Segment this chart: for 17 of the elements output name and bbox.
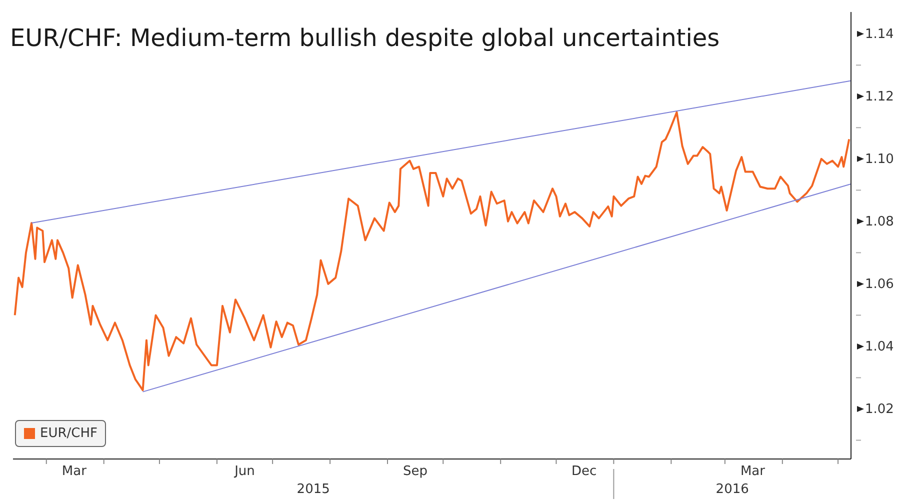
y-tick-label: 1.12 bbox=[865, 89, 894, 104]
y-tick-label: 1.14 bbox=[865, 26, 894, 42]
legend-label: EUR/CHF bbox=[39, 426, 98, 441]
x-tick-label: Jun bbox=[234, 464, 255, 479]
x-tick-label: Sep bbox=[403, 464, 428, 479]
y-tick-label: 1.08 bbox=[865, 214, 894, 230]
y-tick-label: 1.02 bbox=[865, 402, 894, 417]
x-tick-label: Dec bbox=[571, 464, 597, 479]
text: 2015 bbox=[296, 482, 330, 497]
text: 2016 bbox=[716, 482, 749, 497]
line-series bbox=[14, 111, 850, 392]
y-tick-label: 1.04 bbox=[865, 339, 894, 354]
y-tick-label: 1.10 bbox=[865, 152, 894, 167]
x-tick-label: Mar bbox=[740, 464, 766, 479]
text: EUR/CHF: Medium-term bullish despite global uncertainties bbox=[10, 24, 720, 52]
x-tick-label: Mar bbox=[62, 464, 88, 479]
y-tick-label: 1.06 bbox=[865, 276, 894, 292]
